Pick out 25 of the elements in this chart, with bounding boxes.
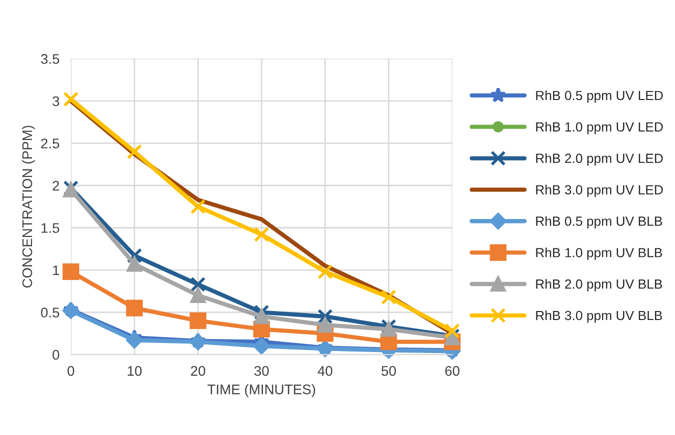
- x-tick-label: 0: [68, 366, 74, 376]
- y-axis-title: CONCENTRATION (PPM): [22, 126, 35, 288]
- x-tick-label: 60: [445, 366, 460, 376]
- legend-label: RhB 1.0 ppm UV BLB: [536, 248, 662, 260]
- x-tick-label: 10: [128, 366, 142, 376]
- x-tick-label: 50: [382, 366, 396, 376]
- y-tick-label: 1.5: [42, 223, 60, 233]
- legend-label: RhB 3.0 ppm UV BLB: [536, 310, 662, 323]
- y-tick-label: 2.5: [41, 138, 60, 148]
- y-tick-label: 0: [52, 350, 60, 360]
- y-tick-label: 3: [52, 96, 60, 106]
- x-tick-label: 40: [318, 366, 332, 376]
- x-tick-label: 20: [190, 366, 206, 376]
- y-tick-label: 3.5: [40, 54, 60, 64]
- x-tick-label: 30: [254, 366, 269, 376]
- legend-label: RhB 3.0 ppm UV LED: [536, 184, 663, 198]
- legend-label: RhB 0.5 ppm UV LED: [536, 90, 663, 103]
- y-tick-label: 1: [53, 265, 60, 276]
- y-tick-label: 2: [52, 180, 60, 191]
- x-axis-title: TIME (MINUTES): [207, 384, 316, 398]
- legend-label: RhB 1.0 ppm UV LED: [536, 122, 663, 134]
- y-tick-label: 0.5: [41, 308, 60, 318]
- legend-label: RhB 2.0 ppm UV LED: [536, 153, 663, 166]
- legend-label: RhB 0.5 ppm UV BLB: [536, 216, 662, 228]
- legend-label: RhB 2.0 ppm UV BLB: [536, 279, 662, 292]
